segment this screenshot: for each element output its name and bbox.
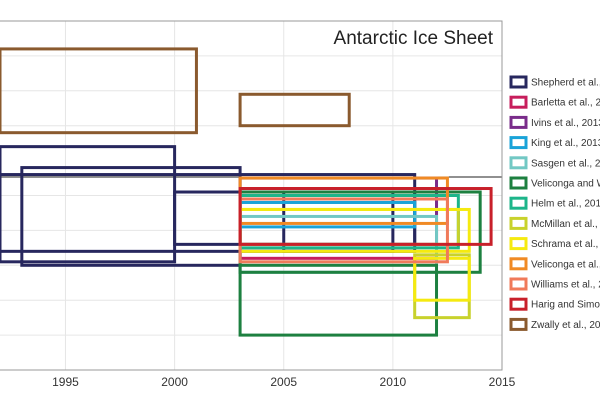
legend-label-11: Harig and Simor [531, 300, 600, 311]
legend-swatch-11 [509, 297, 528, 311]
box-series-5-1 [238, 190, 482, 274]
legend-label-2: Ivins et al., 2013 [531, 118, 600, 129]
legend-swatch-7 [509, 216, 528, 230]
legend-label-8: Schrama et al., 2 [531, 239, 600, 250]
legend-label-3: King et al., 2013 [531, 138, 600, 149]
legend-label-5: Veliconga and W [531, 179, 600, 190]
legend-label-12: Zwally et al., 20 [531, 320, 600, 331]
plot-frame [0, 20, 503, 371]
legend-swatch-10 [509, 277, 528, 291]
x-tick-label-1995: 1995 [52, 375, 79, 389]
box-series-0-0 [0, 145, 177, 264]
box-series-0-4 [282, 190, 395, 253]
legend-label-7: McMillan et al., [531, 219, 598, 230]
box-series-11-0 [238, 187, 493, 246]
legend-label-6: Helm et al., 2014 [531, 199, 600, 210]
legend-swatch-9 [509, 257, 528, 271]
legend-label-9: Veliconga et al., [531, 259, 600, 270]
legend-label-1: Barletta et al., 20 [531, 98, 600, 109]
legend-swatch-3 [509, 136, 528, 150]
data-boxes [0, 47, 493, 337]
legend-swatch-2 [509, 115, 528, 129]
x-tick-label-2000: 2000 [161, 375, 188, 389]
box-series-8-0 [413, 256, 471, 302]
x-axis-ticks: 1995 2000 2005 2010 2015 [52, 375, 516, 389]
legend-label-10: Williams et al., 2 [531, 280, 600, 291]
legend-swatch-12 [509, 317, 528, 331]
chart-title: Antarctic Ice Sheet [334, 28, 494, 49]
legend-label-4: Sasgen et al., 20 [531, 158, 600, 169]
x-tick-label-2015: 2015 [489, 375, 516, 389]
box-series-12-0 [0, 47, 198, 135]
legend: Shepherd et al., Barletta et al., 20 Ivin… [509, 75, 600, 331]
x-tick-label-2005: 2005 [270, 375, 297, 389]
legend-swatch-1 [509, 95, 528, 109]
legend-swatch-8 [509, 237, 528, 251]
x-tick-label-2010: 2010 [380, 375, 407, 389]
legend-swatch-6 [509, 196, 528, 210]
legend-label-0: Shepherd et al., [531, 78, 600, 89]
legend-swatch-0 [509, 75, 528, 89]
box-series-0-2 [0, 173, 417, 253]
legend-swatch-5 [509, 176, 528, 190]
box-series-12-1 [238, 92, 351, 128]
legend-swatch-4 [509, 156, 528, 170]
